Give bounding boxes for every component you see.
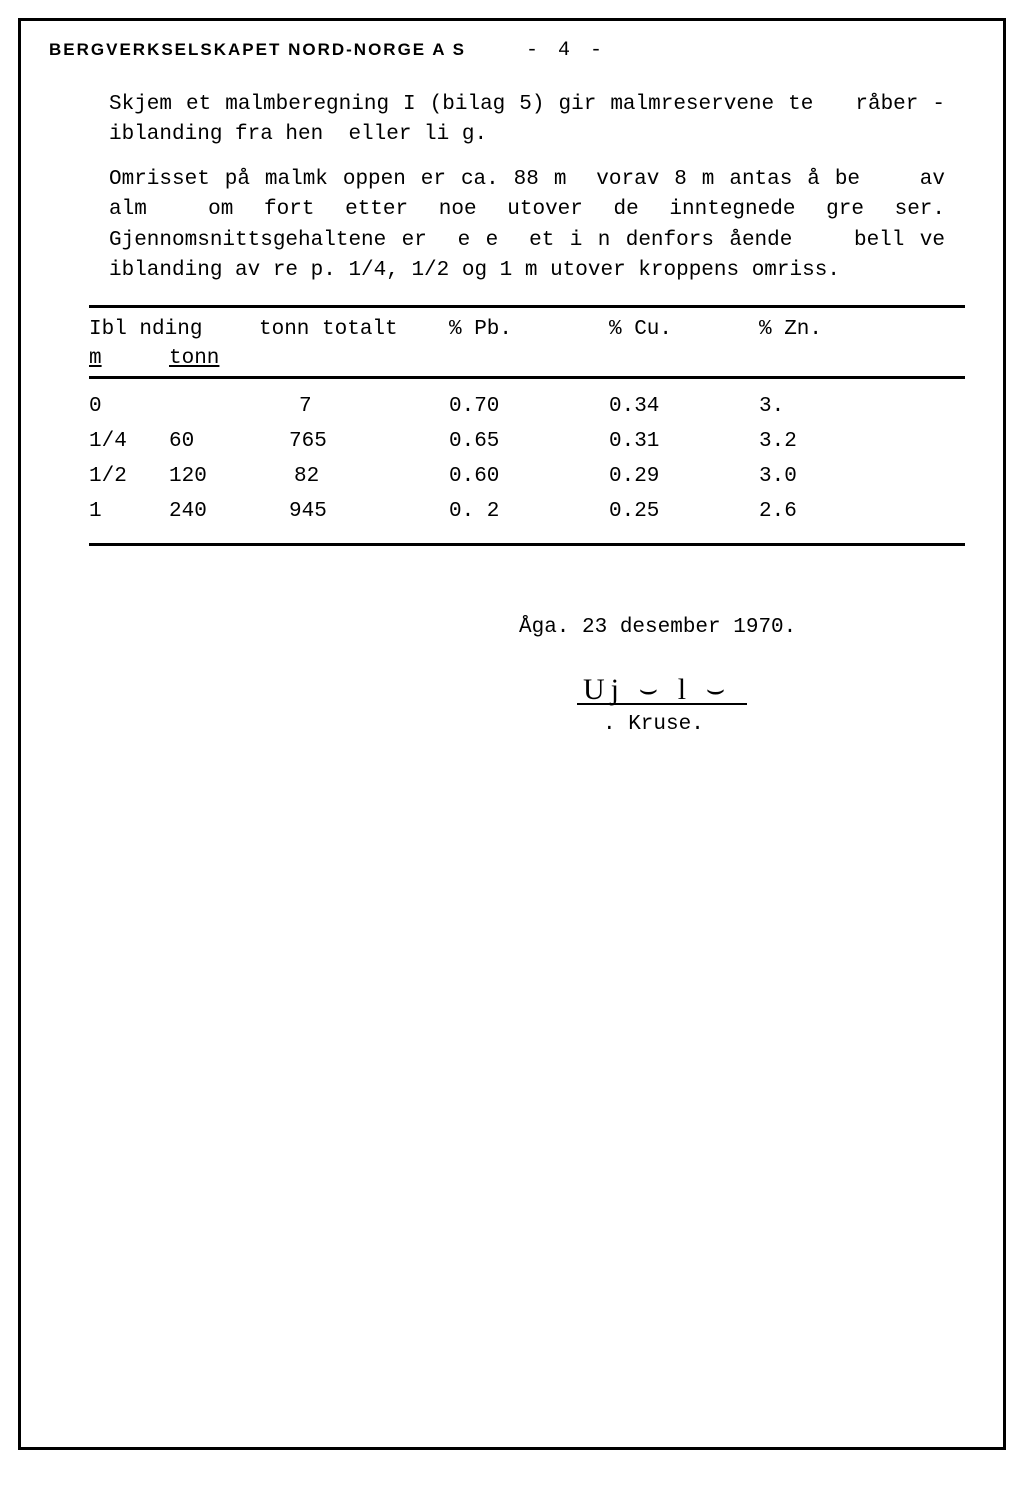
table-rule-bottom <box>89 543 965 546</box>
table-header-total: tonn totalt <box>259 318 449 341</box>
table-header-iblanding: Ibl nding <box>89 318 259 341</box>
cell-tonn: 240 <box>169 500 259 523</box>
page-frame: BERGVERKSELSKAPET NORD-NORGE A S - 4 - S… <box>18 18 1006 1450</box>
cell-zn: 3.0 <box>759 465 909 488</box>
cell-m: 1 <box>89 500 169 523</box>
cell-pb: 0.65 <box>449 430 609 453</box>
cell-cu: 0.34 <box>609 395 759 418</box>
cell-zn: 2.6 <box>759 500 909 523</box>
body-text: Skjem et malmberegning I (bilag 5) gir m… <box>109 90 945 287</box>
signatory-name: . Kruse. <box>577 713 747 736</box>
cell-tonn: 60 <box>169 430 259 453</box>
place-and-date: Åga. 23 desember 1970. <box>519 616 975 639</box>
paragraph-2: Omrisset på malmk oppen er ca. 88 m vora… <box>109 165 945 287</box>
cell-total: 7 <box>259 395 449 418</box>
table-row: 0 7 0.70 0.34 3. <box>89 389 965 424</box>
cell-zn: 3. <box>759 395 909 418</box>
cell-m: 1/2 <box>89 465 169 488</box>
table-header-zn: % Zn. <box>759 318 909 341</box>
company-name: BERGVERKSELSKAPET NORD-NORGE A S <box>49 40 466 60</box>
table-subheader-m: m <box>89 347 102 370</box>
cell-cu: 0.29 <box>609 465 759 488</box>
cell-pb: 0.70 <box>449 395 609 418</box>
cell-total: 945 <box>259 500 449 523</box>
cell-m: 1/4 <box>89 430 169 453</box>
cell-m: 0 <box>89 395 169 418</box>
data-table: Ibl nding tonn totalt % Pb. % Cu. % Zn. … <box>89 305 965 546</box>
cell-tonn: 120 <box>169 465 259 488</box>
header: BERGVERKSELSKAPET NORD-NORGE A S - 4 - <box>49 39 975 62</box>
table-body: 0 7 0.70 0.34 3. 1/4 60 765 0.65 0.31 3.… <box>89 379 965 543</box>
table-header-pb: % Pb. <box>449 318 609 341</box>
cell-pb: 0. 2 <box>449 500 609 523</box>
page-number: - 4 - <box>526 39 606 62</box>
cell-zn: 3.2 <box>759 430 909 453</box>
table-subheader-row: m tonn <box>89 347 965 376</box>
table-header-row: Ibl nding tonn totalt % Pb. % Cu. % Zn. <box>89 308 965 347</box>
table-header-cu: % Cu. <box>609 318 759 341</box>
cell-total: 82 <box>259 465 449 488</box>
cell-tonn <box>169 395 259 418</box>
cell-cu: 0.25 <box>609 500 759 523</box>
table-subheader-tonn: tonn <box>169 347 219 370</box>
paragraph-1: Skjem et malmberegning I (bilag 5) gir m… <box>109 90 945 151</box>
cell-cu: 0.31 <box>609 430 759 453</box>
signature-block: Åga. 23 desember 1970. Uj ⌣ l ⌣ . Kruse. <box>519 616 975 736</box>
cell-pb: 0.60 <box>449 465 609 488</box>
signature-script: Uj ⌣ l ⌣ <box>577 673 747 707</box>
cell-total: 765 <box>259 430 449 453</box>
table-row: 1/4 60 765 0.65 0.31 3.2 <box>89 424 965 459</box>
table-row: 1 240 945 0. 2 0.25 2.6 <box>89 494 965 529</box>
signature-line: Uj ⌣ l ⌣ . Kruse. <box>577 673 747 736</box>
table-row: 1/2 120 82 0.60 0.29 3.0 <box>89 459 965 494</box>
